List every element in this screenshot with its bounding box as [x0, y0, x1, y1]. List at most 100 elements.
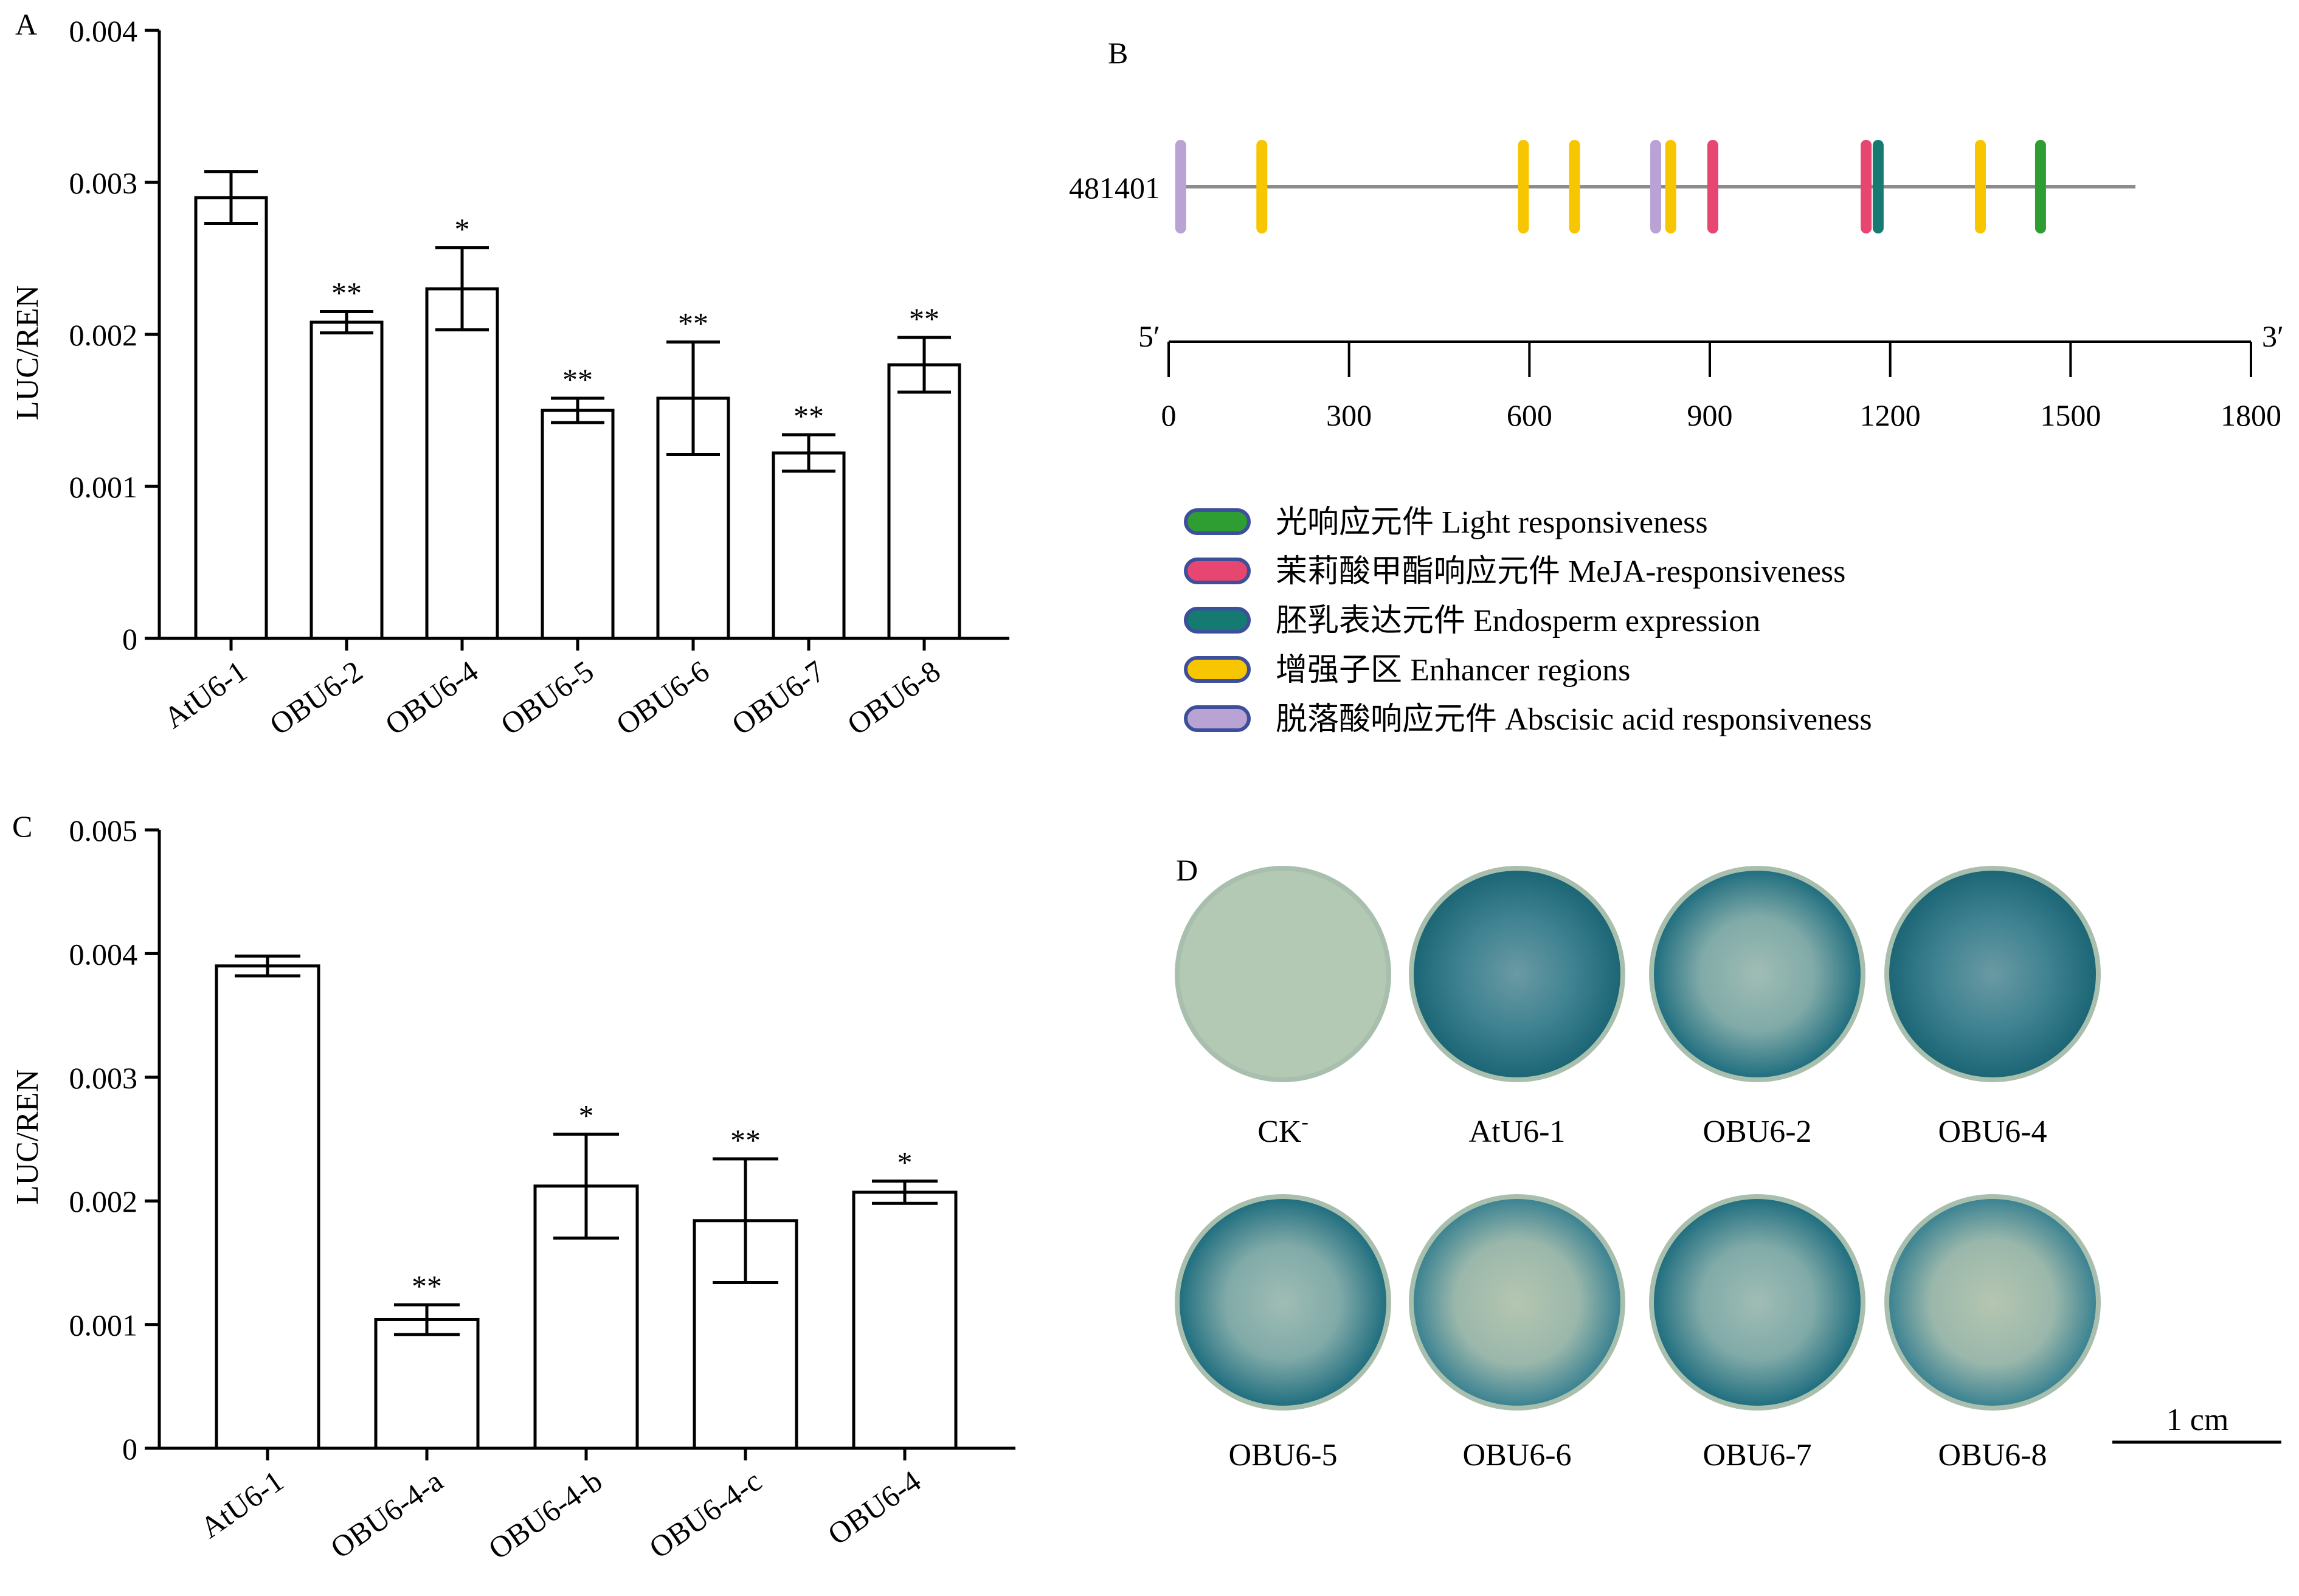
category-label: OBU6-4 — [821, 1463, 927, 1552]
category-label: OBU6-5 — [494, 654, 600, 742]
legend-label-enhancer: 增强子区 Enhancer regions — [1276, 653, 1630, 688]
scale-bar-label: 1 cm — [2166, 1403, 2229, 1437]
category-label: OBU6-4-b — [482, 1463, 608, 1566]
bar — [425, 287, 499, 640]
category-label: OBU6-4 — [379, 654, 484, 742]
plate-disc — [1654, 871, 1861, 1077]
category-label: AtU6-1 — [194, 1463, 289, 1544]
cis-elements — [1175, 140, 2046, 233]
position-tick-label: 1200 — [1860, 398, 1921, 432]
position-tick-label: 0 — [1161, 398, 1177, 432]
cis-element-endosperm — [1872, 140, 1884, 233]
plate-disc — [1180, 871, 1386, 1077]
category-label: OBU6-8 — [841, 654, 946, 742]
bar — [194, 196, 268, 640]
y-tick-label: 0.004 — [69, 14, 138, 48]
category-label: OBU6-4-a — [324, 1463, 449, 1565]
plate-label: CK- — [1257, 1111, 1309, 1149]
y-tick-label: 0.001 — [69, 1308, 138, 1342]
gus-plate — [1409, 1194, 1625, 1411]
bar — [541, 409, 615, 640]
bar — [772, 451, 846, 640]
significance-mark: * — [455, 212, 470, 246]
plate-disc — [1180, 1199, 1386, 1406]
plate-label: OBU6-8 — [1938, 1438, 2047, 1473]
bar — [309, 320, 384, 640]
position-axis-ticks: 0 300 600 900 1200 1500 1800 — [1161, 342, 2281, 432]
legend-label-abscisic: 脱落酸响应元件 Abscisic acid responsiveness — [1276, 702, 1872, 737]
y-tick-label: 0.002 — [69, 318, 138, 352]
panel-c-plot: AtU6-1 ** OBU6-4-a * OBU6-4-b ** OBU6-4-c * OBU6… — [157, 830, 1015, 1566]
panel-b: B 481401 5′ 3′ 0 300 600 900 1200 1500 1800 光响… — [1069, 36, 2284, 737]
cis-element-enhancer — [1665, 140, 1676, 233]
bar — [374, 1318, 480, 1450]
y-tick-label: 0 — [122, 1432, 137, 1466]
position-tick-label: 900 — [1687, 398, 1733, 432]
sequence-name-label: 481401 — [1069, 171, 1160, 205]
y-tick-label: 0.003 — [69, 166, 138, 200]
category-label: AtU6-1 — [157, 654, 253, 734]
gus-plate — [1884, 1194, 2101, 1411]
position-tick-label: 1500 — [2040, 398, 2101, 432]
position-tick-label: 600 — [1507, 398, 1552, 432]
plate-disc — [1414, 1199, 1620, 1406]
significance-mark: * — [897, 1145, 913, 1180]
y-tick-label: 0.001 — [69, 470, 138, 504]
significance-mark: ** — [730, 1123, 761, 1157]
gus-plate — [1175, 866, 1391, 1082]
legend-swatch-endosperm — [1184, 607, 1251, 634]
plate-disc — [1654, 1199, 1861, 1406]
y-tick-label: 0.003 — [69, 1061, 138, 1095]
cis-element-abscisic — [1175, 140, 1186, 233]
gus-plate — [1175, 1194, 1391, 1411]
legend-swatch-enhancer — [1184, 656, 1251, 683]
panel-d-label: D — [1176, 853, 1198, 887]
category-label: OBU6-7 — [725, 654, 831, 742]
plate-disc — [1889, 1199, 2096, 1406]
category-label: OBU6-4-c — [643, 1463, 767, 1565]
category-label: OBU6-2 — [263, 654, 368, 742]
cis-element-enhancer — [1569, 140, 1580, 233]
five-prime-label: 5′ — [1138, 319, 1160, 353]
panel-d: D CK- AtU6-1 OBU6-2 OBU6-4 OBU6-5 OBU6-6 OBU6-… — [1175, 853, 2281, 1473]
plate-label: OBU6-6 — [1462, 1438, 1571, 1473]
y-tick-label: 0.005 — [69, 814, 138, 848]
plate-label: OBU6-7 — [1703, 1438, 1811, 1473]
gus-plate — [1649, 866, 1865, 1082]
legend-label-endosperm: 胚乳表达元件 Endosperm expression — [1276, 604, 1760, 638]
significance-mark: ** — [562, 362, 593, 396]
cis-element-light — [2035, 140, 2046, 233]
cis-element-abscisic — [1650, 140, 1661, 233]
significance-mark: ** — [412, 1269, 442, 1303]
plate-disc — [1889, 871, 2096, 1077]
category-label: OBU6-6 — [610, 654, 715, 742]
gus-plate — [1649, 1194, 1865, 1411]
gus-plate — [1884, 866, 2101, 1082]
bar — [852, 1190, 958, 1450]
cis-element-enhancer — [1256, 140, 1268, 233]
significance-mark: ** — [793, 399, 824, 433]
plate-label: OBU6-5 — [1228, 1438, 1337, 1473]
legend-label-light: 光响应元件 Light responsiveness — [1276, 505, 1708, 540]
legend-label-meja: 茉莉酸甲酯响应元件 MeJA-responsiveness — [1276, 554, 1845, 589]
plate-label: AtU6-1 — [1469, 1114, 1566, 1149]
panel-b-label: B — [1108, 36, 1128, 70]
y-tick-label: 0 — [122, 622, 137, 656]
gus-plate — [1409, 866, 1625, 1082]
cis-element-enhancer — [1975, 140, 1986, 233]
bar — [887, 363, 961, 640]
panel-c: C LUC/REN 0 0.001 0.002 0.003 0.004 0.005 AtU… — [10, 809, 1015, 1566]
plate-disc — [1414, 871, 1620, 1077]
panel-c-label: C — [12, 809, 32, 843]
plate-label-superscript: - — [1301, 1111, 1308, 1133]
panel-a-plot: AtU6-1 ** OBU6-2 * OBU6-4 ** OBU6-5 ** OBU6-6 ** O… — [157, 30, 1009, 742]
legend-swatch-meja — [1184, 558, 1251, 584]
y-tick-label: 0.004 — [69, 937, 138, 971]
legend-swatch-light — [1184, 508, 1251, 535]
panel-c-y-ticks: 0 0.001 0.002 0.003 0.004 0.005 — [69, 814, 159, 1466]
panel-c-y-axis-title: LUC/REN — [10, 1069, 45, 1204]
plate-label: OBU6-4 — [1938, 1114, 2047, 1149]
panel-a-y-axis-title: LUC/REN — [10, 285, 45, 420]
